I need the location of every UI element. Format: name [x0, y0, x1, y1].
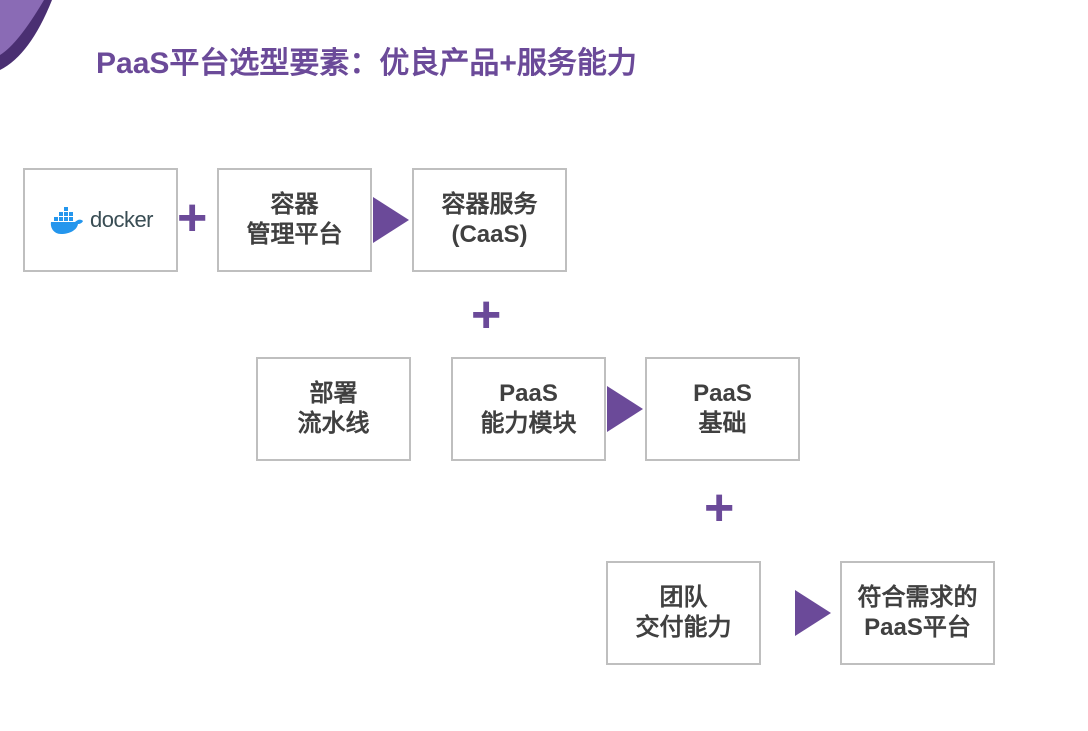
box-line2: (CaaS)	[451, 220, 527, 250]
box-line1: 符合需求的	[858, 583, 978, 613]
box-line2: 管理平台	[247, 220, 343, 250]
box-line2: 基础	[699, 409, 747, 439]
box-container-mgmt-platform: 容器 管理平台	[217, 168, 372, 272]
plus-icon: +	[471, 289, 501, 341]
box-line2: 流水线	[298, 409, 370, 439]
arrow-right-icon	[607, 386, 643, 432]
docker-logo: docker	[48, 205, 153, 235]
box-line1: PaaS	[499, 379, 558, 409]
slide-canvas: PaaS平台选型要素：优良产品+服务能力 docker + 容器	[0, 0, 1088, 731]
box-deploy-pipeline: 部署 流水线	[256, 357, 411, 461]
box-result-paas: 符合需求的 PaaS平台	[840, 561, 995, 665]
box-caas: 容器服务 (CaaS)	[412, 168, 567, 272]
box-line1: 容器服务	[442, 190, 538, 220]
box-line2: PaaS平台	[864, 613, 971, 643]
box-line1: 部署	[310, 379, 358, 409]
docker-wordmark: docker	[90, 207, 153, 233]
box-line2: 能力模块	[481, 409, 577, 439]
arrow-right-icon	[373, 197, 409, 243]
docker-whale-icon	[48, 205, 86, 235]
plus-icon: +	[177, 192, 207, 244]
box-line2: 交付能力	[636, 613, 732, 643]
slide-title: PaaS平台选型要素：优良产品+服务能力	[96, 38, 637, 82]
plus-icon: +	[704, 482, 734, 534]
box-paas-base: PaaS 基础	[645, 357, 800, 461]
corner-decoration	[0, 0, 60, 80]
box-line1: 团队	[660, 583, 708, 613]
box-line1: 容器	[271, 190, 319, 220]
box-line1: PaaS	[693, 379, 752, 409]
arrow-right-icon	[795, 590, 831, 636]
box-paas-module: PaaS 能力模块	[451, 357, 606, 461]
box-docker: docker	[23, 168, 178, 272]
box-team-delivery: 团队 交付能力	[606, 561, 761, 665]
